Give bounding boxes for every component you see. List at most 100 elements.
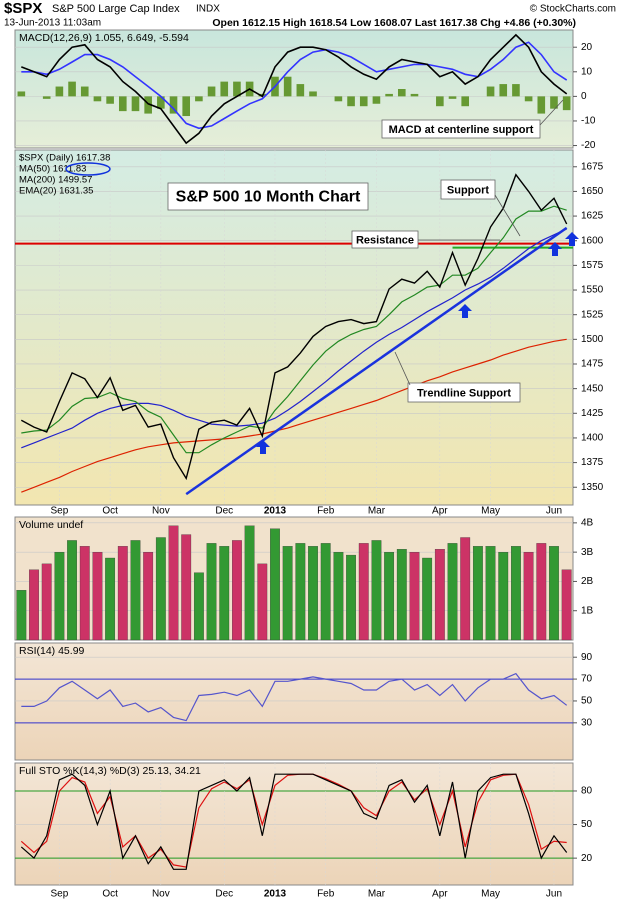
histogram-bar [283,76,292,97]
y-tick-label: 20 [581,853,593,864]
volume-bar [232,540,242,641]
series-line [20,773,568,870]
volume-bar [498,551,509,641]
quote: Open 1612.15 High 1618.54 Low 1608.07 La… [212,17,576,29]
annotation: Resistance [356,234,414,246]
x-tick-label: Apr [432,506,448,517]
volume-bar [270,528,280,641]
histogram-bar [55,86,64,97]
annotation-box [440,179,496,200]
series-line [21,205,567,454]
histogram-bar [195,96,203,102]
x-tick-label: May [481,889,500,900]
histogram-bar [131,96,140,112]
arrow [565,232,579,246]
y-tick-label: 2B [581,576,594,587]
volume-bar [320,543,331,641]
volume-bar [295,543,306,641]
x-tick-label: 2013 [264,506,287,517]
legend: Volume undef [19,519,83,531]
x-tick-label: Nov [152,889,170,900]
annotation: MACD at centerline support [389,124,534,136]
panel [14,762,574,886]
trendline [185,226,568,496]
x-tick-label: Mar [368,889,386,900]
y-tick-label: 20 [581,42,593,53]
volume-bar [168,525,179,641]
histogram-bar [17,91,26,97]
volume-bar [536,543,547,641]
y-tick-label: 1B [581,605,594,616]
histogram-bar [169,96,178,114]
histogram-bar [359,96,368,107]
histogram-bar [233,81,241,97]
x-tick-label: Oct [102,889,118,900]
volume-bar [206,543,217,641]
volume-bar [257,563,268,641]
histogram-bar [334,96,343,102]
x-tick-label: Nov [152,506,170,517]
y-tick-label: 1525 [581,309,604,320]
legend-entry: EMA(20) 1631.35 [19,186,93,197]
annotation-box [407,382,521,403]
y-tick-label: 80 [581,786,593,797]
volume-bar [523,551,534,641]
pointer [539,99,564,126]
pointer [494,194,521,237]
y-tick-label: 30 [581,717,593,728]
annotation-box [167,182,369,211]
legend-entry: MA(50) 1611.83 [19,164,86,175]
volume-bar [346,554,356,641]
volume-bar [105,557,116,641]
histogram-bar [106,96,114,104]
legend-entry: $SPX (Daily) 1617.38 [19,153,110,164]
y-tick-label: 1575 [581,260,604,271]
y-tick-label: 1550 [581,285,604,296]
y-tick-label: 1400 [581,433,604,444]
volume-bar [130,540,141,641]
y-tick-label: 4B [581,517,594,528]
volume-bar [384,551,395,641]
series-line [20,173,568,481]
arrow [458,304,472,318]
x-tick-label: Dec [215,506,233,517]
x-tick-label: Jun [546,889,562,900]
x-tick-label: Oct [102,506,118,517]
series-line [21,33,568,145]
series-line [21,228,567,449]
histogram-bar [410,93,419,97]
y-tick-label: 1425 [581,408,604,419]
histogram-bar [562,96,571,111]
series-line [21,41,568,130]
date: 13-Jun-2013 11:03am [4,18,101,29]
histogram-bar [448,96,457,99]
histogram-bar [436,96,444,107]
volume-bar [396,549,407,641]
x-tick-label: Jun [546,506,562,517]
x-tick-label: Feb [317,889,335,900]
y-tick-label: 3B [581,547,594,558]
histogram-bar [157,96,165,109]
volume-bar [29,569,39,641]
y-tick-label: 1675 [581,161,604,172]
volume-bar [511,546,521,641]
series-line [21,338,567,493]
annotation: S&P 500 10 Month Chart [176,189,361,206]
y-tick-label: 1650 [581,186,604,197]
volume-bar [92,551,103,641]
y-tick-label: 1500 [581,334,604,345]
volume-bar [155,537,166,641]
y-tick-label: 0 [581,91,587,102]
legend: RSI(14) 45.99 [19,645,85,657]
x-tick-label: Mar [368,506,386,517]
volume-bar [358,543,369,641]
histogram-bar [524,96,533,102]
histogram-bar [118,96,127,112]
volume-bar [117,546,128,641]
y-tick-label: 1450 [581,383,604,394]
x-tick-label: Dec [215,889,233,900]
volume-bar [143,551,154,641]
legend: MACD(12,26,9) 1.055, 6.649, -5.594 [19,32,189,44]
volume-bar [54,551,65,641]
